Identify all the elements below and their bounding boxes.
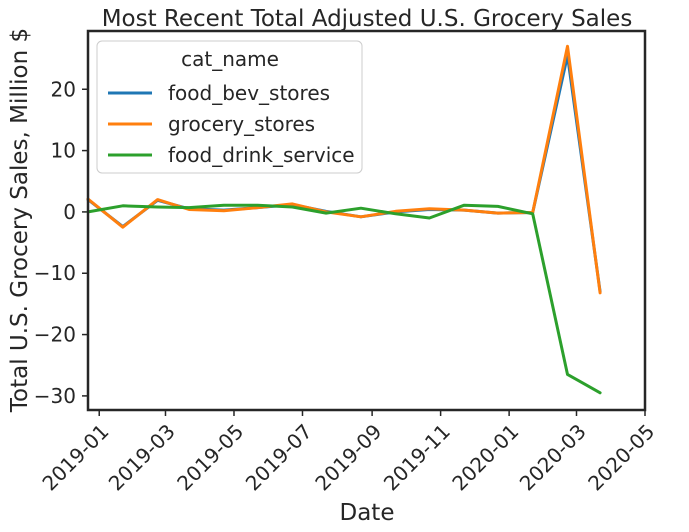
legend-items: food_bev_stores grocery_stores food_drink_… <box>108 81 355 167</box>
x-tick-label: 2019-11 <box>379 419 455 495</box>
x-tick-label: 2020-05 <box>583 419 659 495</box>
plot-frame <box>86 29 647 412</box>
legend-label: grocery_stores <box>168 112 315 136</box>
y-axis: 20 10 0 −10 −20 −30 <box>34 77 88 408</box>
x-tick-label: 2020-03 <box>515 419 591 495</box>
y-tick-label: −20 <box>34 323 76 347</box>
x-axis: 2019-012019-032019-052019-072019-092019-… <box>37 410 659 495</box>
x-tick-label: 2019-03 <box>104 419 180 495</box>
y-tick-label: −30 <box>34 384 76 408</box>
series-line-food-drink-service <box>86 203 602 395</box>
y-tick-label: 20 <box>51 77 76 101</box>
legend-label: food_bev_stores <box>168 81 330 105</box>
y-tick-label: 0 <box>63 200 76 224</box>
series-lines <box>86 44 602 395</box>
legend-title: cat_name <box>181 47 279 71</box>
x-tick-label: 2019-05 <box>172 419 248 495</box>
x-tick-label: 2020-01 <box>447 419 523 495</box>
series-line-grocery-stores <box>86 44 602 295</box>
legend: cat_name food_bev_storesgrocery_storesfo… <box>96 40 363 174</box>
x-tick-label: 2019-01 <box>37 419 113 495</box>
y-tick-label: 10 <box>51 139 76 163</box>
legend-box <box>96 40 363 174</box>
y-axis-label: Total U.S. Grocery Sales, Million $ <box>7 28 33 413</box>
y-tick-label: −10 <box>34 261 76 285</box>
legend-label: food_drink_service <box>168 143 355 167</box>
x-tick-label: 2019-09 <box>310 419 386 495</box>
chart-title: Most Recent Total Adjusted U.S. Grocery … <box>102 6 633 32</box>
x-tick-label: 2019-07 <box>241 419 317 495</box>
x-axis-label: Date <box>340 500 395 526</box>
